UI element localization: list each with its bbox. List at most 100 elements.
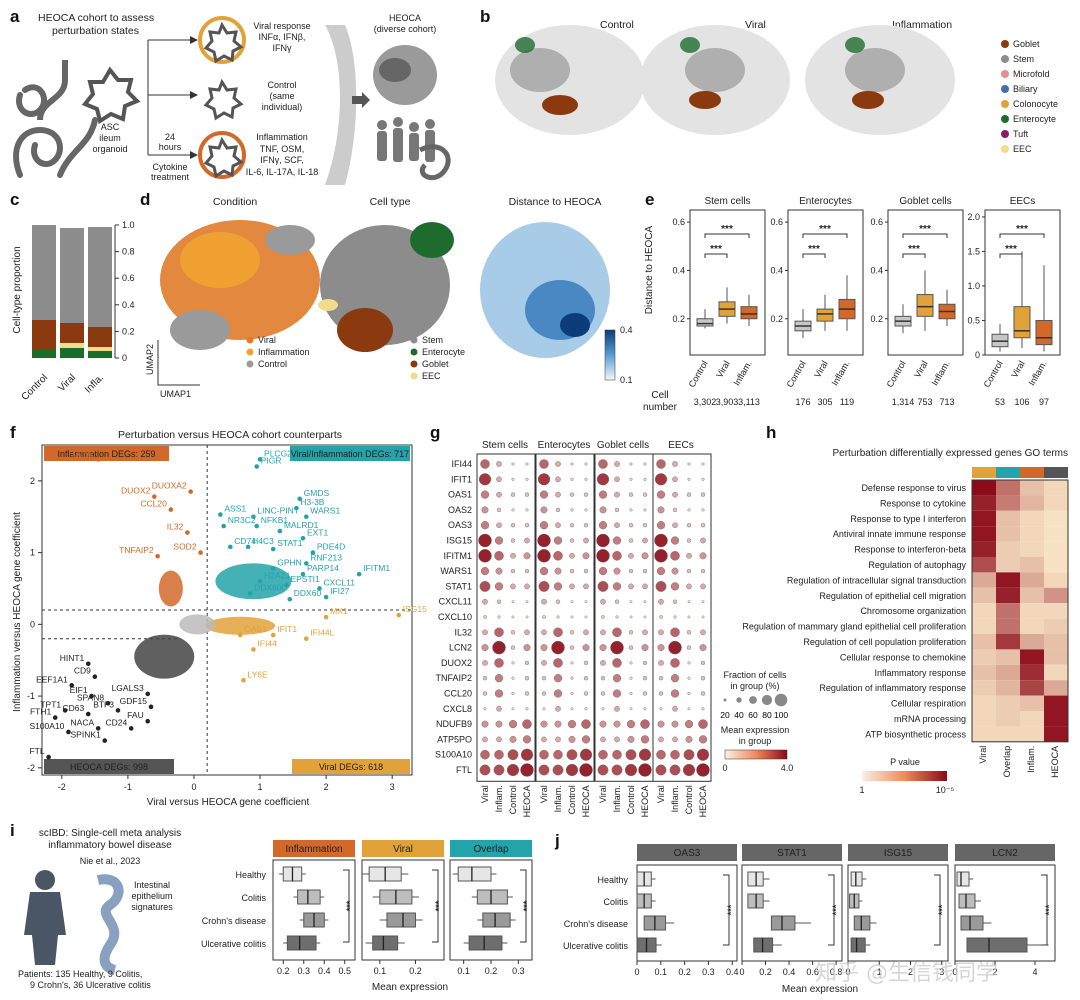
boxplot-frame — [787, 209, 864, 356]
dotplot-dot — [643, 600, 647, 604]
boxplot-tick-label: 0.4 — [672, 265, 685, 275]
heatmap-cell — [1044, 557, 1068, 573]
dotplot-dot — [642, 691, 648, 696]
gene-panel-title: OAS3 — [674, 848, 701, 859]
ibd-panel-header — [273, 840, 355, 857]
condition-label: Viral — [258, 335, 276, 345]
hours-label-2: hours — [159, 142, 182, 152]
panel-e-ylabel: Distance to HEOCA — [644, 225, 655, 314]
heatmap-cell — [996, 510, 1020, 527]
panel-f-letter: f — [10, 423, 16, 442]
dotplot-dot — [541, 736, 547, 743]
condition-legend: Viral Inflammation Control — [246, 335, 310, 369]
dotplot-gene-duox2: DUOX2 — [441, 658, 472, 668]
gene-box — [850, 937, 866, 953]
dotplot-dot — [482, 629, 488, 636]
dotplot-dot — [480, 749, 490, 760]
heatmap-cell — [972, 572, 996, 588]
heatmap-col-swatch — [996, 467, 1020, 478]
panel-g-letter: g — [430, 423, 440, 442]
gene-point-s100a10 — [66, 729, 71, 735]
treatment-label-2: treatment — [151, 172, 190, 182]
hours-label-1: 24 — [165, 132, 175, 142]
legend-swatch-eec — [1001, 145, 1009, 153]
gene-point-ccl20 — [168, 507, 174, 512]
f-ytick-label: -2 — [27, 763, 35, 773]
size-legend-dot — [761, 694, 773, 706]
celltype-label: EEC — [422, 371, 441, 381]
dotplot-dot — [600, 691, 606, 696]
heatmap-col-label: Viral — [978, 746, 988, 764]
celltype-label: Stem — [422, 335, 443, 345]
heatmap-col-swatch — [1044, 467, 1068, 478]
dotplot-dot — [583, 583, 589, 590]
gene-label-wars1: WARS1 — [310, 506, 340, 516]
panel-c-ytick-label: 0 — [122, 353, 127, 363]
dotplot-dot — [684, 719, 694, 729]
dotplot-dot — [701, 615, 705, 619]
dotplot-dot — [511, 508, 515, 512]
gene-label-sod2: SOD2 — [173, 542, 196, 552]
dotplot-dot — [570, 661, 574, 665]
scatter-plot: -2 -1 0 1 2 3 2 1 0 -1 -2 Inflammation DEGs: 259 Vir… — [27, 445, 427, 792]
dotplot-dot — [642, 660, 648, 666]
dotplot-dot — [481, 720, 489, 728]
gene-label-nr3c2: NR3C2 — [228, 515, 256, 525]
dotplot-dot — [612, 689, 622, 698]
boxplot-xcat: Viral — [1009, 359, 1027, 379]
dotplot-dot — [537, 549, 551, 563]
dotplot-condition-label: Control — [684, 785, 694, 814]
gene-point-ifi44 — [251, 647, 256, 652]
gene-xtick-label: 2 — [992, 967, 997, 977]
dotplot-dot — [524, 629, 530, 636]
legend-label-stem: Stem — [1013, 54, 1034, 64]
gene-point-eif1 — [89, 693, 94, 699]
ibd-signature-boxplots: Healthy Colitis Crohn's disease Ulcerative … — [201, 840, 533, 976]
dotplot-dot — [700, 583, 706, 590]
heatmap-col-label: Overlap — [1002, 746, 1012, 778]
dotplot-dot — [614, 461, 620, 467]
gene-label-eif1: EIF1 — [70, 685, 88, 695]
boxplot-frame — [689, 209, 766, 356]
dotplot-dot — [700, 629, 706, 636]
dotplot-dot — [496, 491, 502, 498]
gene-point-cd63 — [85, 711, 91, 717]
boxplot-title: Goblet cells — [899, 196, 951, 207]
dotplot-dot — [538, 581, 550, 592]
dotplot-dot — [583, 629, 589, 636]
cloud-heoca — [134, 634, 195, 679]
gene-point-epsti1 — [284, 582, 289, 588]
gene-label-nfkb1: NFKB1 — [261, 515, 289, 525]
legend-swatch-microfold — [1001, 70, 1009, 78]
dotplot-group-frame — [476, 453, 536, 782]
dotplot-gene-atp5po: ATP5PO — [437, 734, 472, 744]
dotplot-dot — [659, 615, 663, 619]
legend-swatch-colonocyte — [1001, 100, 1009, 108]
gene-point-btf3 — [115, 708, 121, 713]
heatmap-cell — [996, 649, 1020, 665]
celltype-swatch — [410, 336, 418, 344]
pvalue-colorbar — [862, 771, 947, 781]
sig-label: *** — [710, 244, 722, 255]
gene-point-ly6e — [241, 678, 246, 683]
organoid-label-2: ileum — [99, 133, 121, 143]
dotplot-group-frame — [652, 453, 712, 782]
heatmap-cell — [996, 572, 1020, 588]
gene-xtick-label: 1 — [877, 967, 882, 977]
boxplot-title: EECs — [1010, 196, 1036, 207]
gene-point-gphn — [270, 566, 276, 571]
heatmap-cell — [972, 526, 996, 542]
boxplot-tick-label: 0.4 — [770, 265, 783, 275]
dotplot-dot — [629, 462, 633, 466]
boxplot-tick-label: 0.2 — [870, 314, 883, 324]
dotplot-dot — [480, 490, 490, 499]
dotplot-dot — [700, 568, 706, 574]
boxplot-xcat: Inflam. — [930, 359, 952, 387]
ibd-xtick-label: 0.5 — [338, 966, 351, 976]
dotplot-dot — [506, 763, 520, 777]
dotplot-dot — [508, 719, 518, 729]
heoca-arrow — [352, 92, 370, 108]
heatmap-cell — [996, 495, 1020, 511]
heatmap-term-label: Regulation of autophagy — [868, 560, 966, 570]
dotplot-dot — [596, 533, 610, 548]
